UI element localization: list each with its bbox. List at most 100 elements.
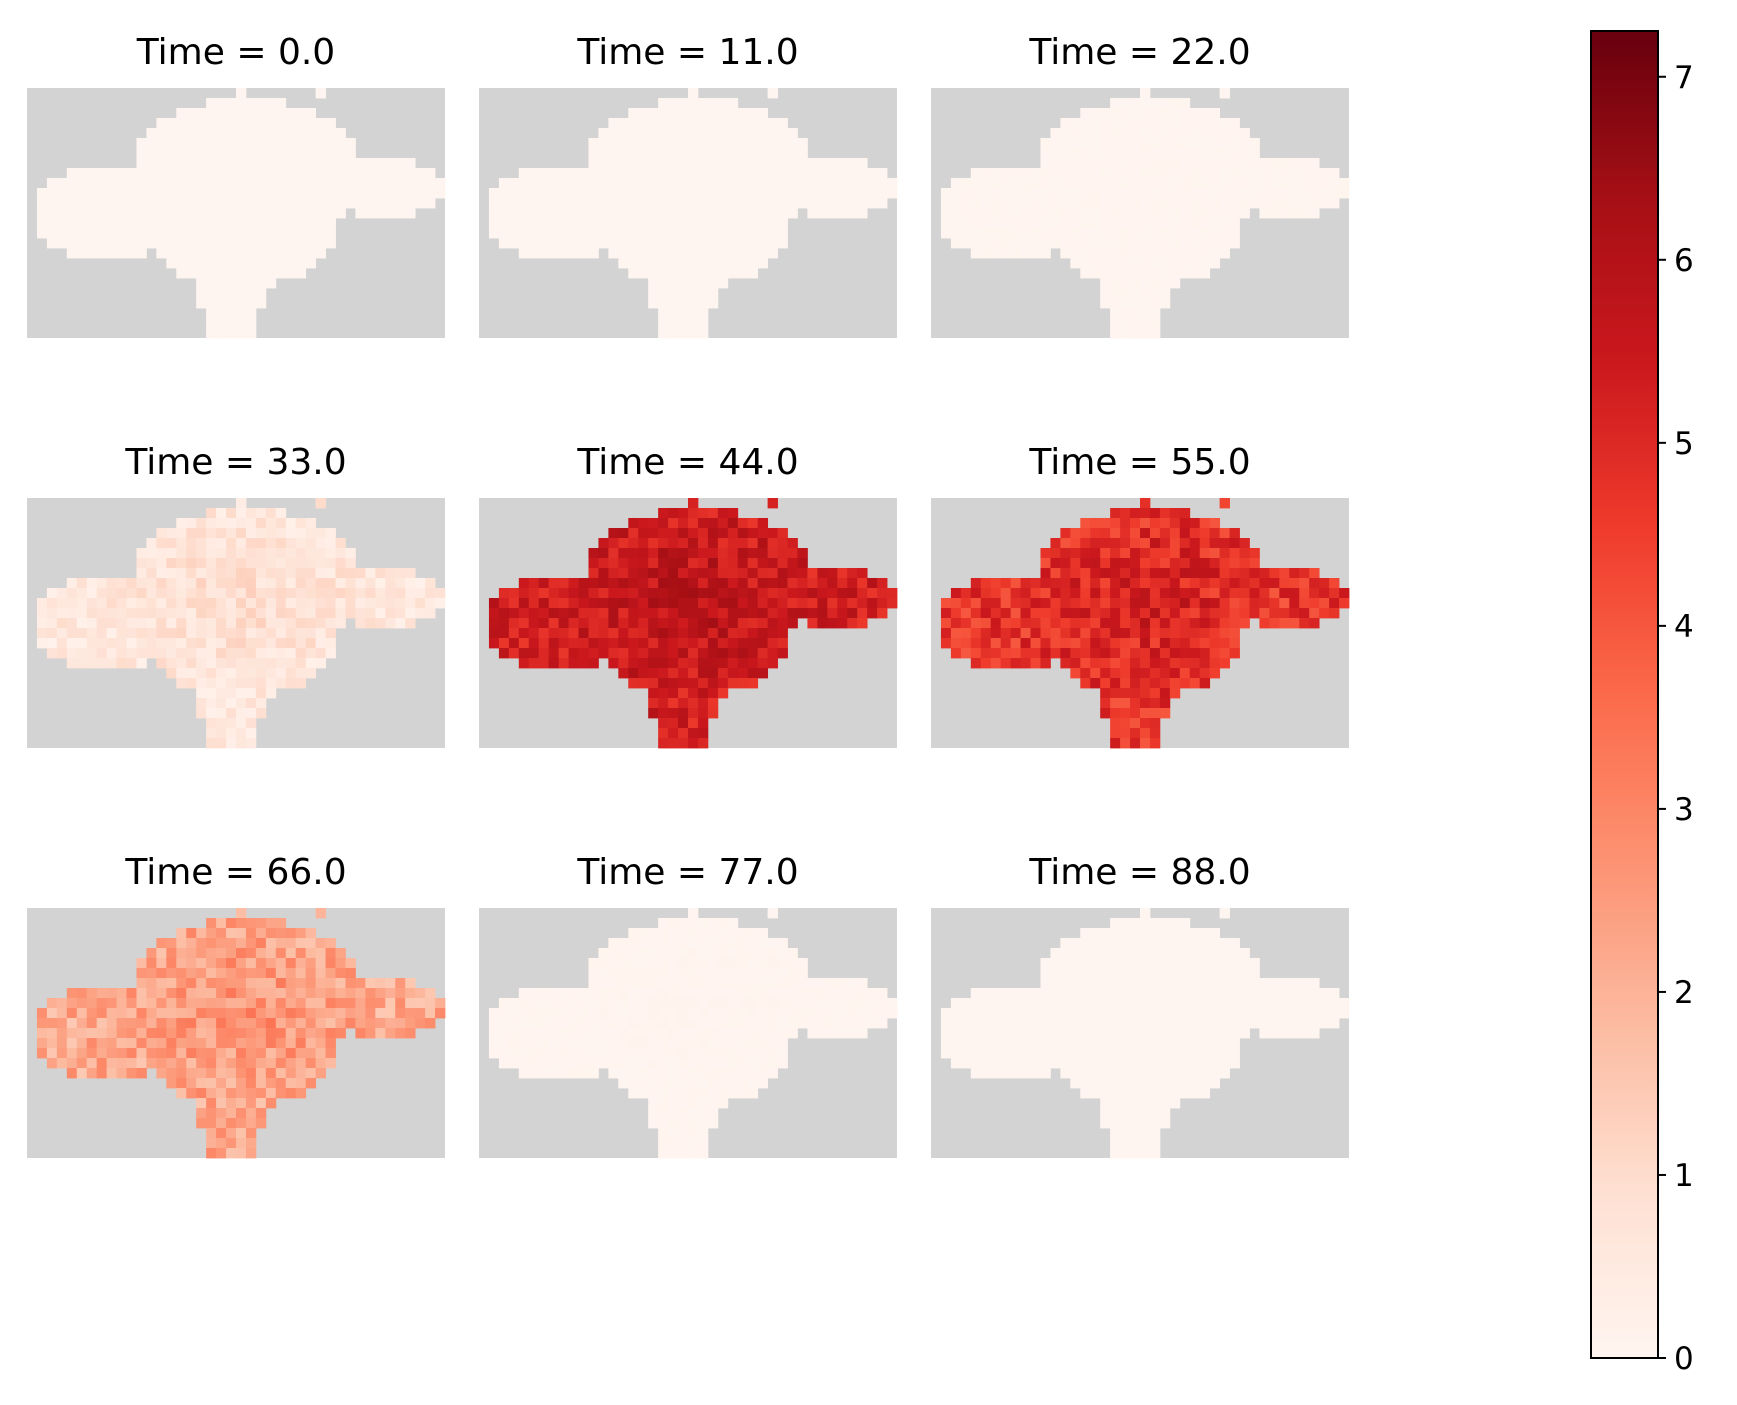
heatmap-cell [837, 1008, 848, 1019]
heatmap-cell [1219, 588, 1230, 599]
heatmap-cell [325, 558, 336, 569]
heatmap-cell [737, 518, 749, 529]
heatmap-cell [1269, 1028, 1280, 1039]
heatmap-cell [717, 218, 729, 229]
heatmap-cell [1060, 178, 1071, 189]
heatmap-cell [757, 188, 769, 199]
heatmap-cell [1130, 728, 1141, 739]
heatmap-cell [1159, 918, 1171, 929]
heatmap-cell [1040, 218, 1051, 229]
heatmap-cell [538, 608, 550, 619]
heatmap-cell [1169, 148, 1181, 159]
heatmap-cell [688, 728, 699, 739]
heatmap-cell [1110, 958, 1121, 969]
heatmap-cell [1020, 178, 1031, 189]
heatmap-cell [658, 938, 669, 949]
heatmap-cell [226, 128, 237, 139]
heatmap-cell [1120, 538, 1131, 549]
heatmap-cell [638, 638, 649, 649]
heatmap-cell [206, 1098, 217, 1109]
heatmap-cell [757, 568, 769, 579]
heatmap-cell [236, 1088, 247, 1099]
heatmap-cell [950, 208, 962, 219]
heatmap-cell [787, 188, 798, 199]
heatmap-cell [1219, 248, 1230, 259]
heatmap-cell [648, 288, 659, 299]
heatmap-cell [206, 948, 217, 959]
heatmap-cell [658, 1028, 669, 1039]
heatmap-cell [1299, 978, 1310, 989]
heatmap-cell [658, 1078, 669, 1089]
heatmap-cell [707, 518, 719, 529]
heatmap-cell [1040, 568, 1051, 579]
heatmap-cell [717, 208, 729, 219]
heatmap-cell [255, 248, 267, 259]
heatmap-cell [226, 278, 237, 289]
heatmap-cell [1140, 508, 1151, 519]
heatmap-cell [1309, 168, 1320, 179]
heatmap-cell [1050, 1038, 1061, 1049]
heatmap-cell [275, 248, 287, 259]
heatmap-cell [1159, 658, 1171, 669]
heatmap-cell [1080, 188, 1091, 199]
heatmap-cell [226, 1128, 237, 1139]
heatmap-cell [245, 158, 257, 169]
heatmap-cell [608, 128, 619, 139]
heatmap-cell [166, 548, 177, 559]
heatmap-cell [96, 1008, 108, 1019]
heatmap-cell [1020, 588, 1031, 599]
heatmap-cell [867, 198, 878, 209]
heatmap-cell [186, 648, 197, 659]
heatmap-cell [1110, 218, 1121, 229]
heatmap-cell [990, 1038, 1002, 1049]
heatmap-cell [578, 238, 589, 249]
heatmap-cell [1189, 988, 1201, 999]
heatmap-cell [697, 948, 709, 959]
heatmap-cell [1140, 678, 1151, 689]
heatmap-cell [156, 948, 167, 959]
heatmap-cell [598, 618, 609, 629]
heatmap-cell [1080, 608, 1091, 619]
heatmap-cell [737, 608, 749, 619]
heatmap-cell [668, 688, 679, 699]
heatmap-cell [558, 228, 569, 239]
heatmap-cell [1120, 608, 1131, 619]
heatmap-cell [1169, 608, 1181, 619]
heatmap-cell [668, 608, 679, 619]
heatmap-cell [315, 158, 326, 169]
heatmap-cell [196, 1118, 207, 1129]
heatmap-cell [990, 598, 1002, 609]
heatmap-cell [618, 578, 629, 589]
heatmap-cell [216, 108, 227, 119]
heatmap-cell [1140, 108, 1151, 119]
heatmap-cell [588, 158, 599, 169]
heatmap-cell [106, 988, 117, 999]
heatmap-cell [678, 998, 689, 1009]
heatmap-cell [668, 218, 679, 229]
heatmap-cell [355, 208, 366, 219]
heatmap-cell [1030, 1068, 1041, 1079]
heatmap-cell [1040, 578, 1051, 589]
heatmap-cell [305, 258, 317, 269]
heatmap-cell [1189, 1088, 1201, 1099]
heatmap-cell [305, 618, 317, 629]
heatmap-cell [1020, 998, 1031, 1009]
heatmap-cell [1159, 678, 1171, 689]
heatmap-cell [668, 948, 679, 959]
heatmap-cell [727, 958, 739, 969]
heatmap-cell [767, 1068, 778, 1079]
heatmap-cell [156, 1038, 167, 1049]
heatmap-cell [196, 128, 207, 139]
heatmap-cell [295, 158, 307, 169]
heatmap-cell [668, 148, 679, 159]
heatmap-cell [196, 658, 207, 669]
heatmap-cell [66, 1018, 78, 1029]
heatmap-cell [618, 228, 629, 239]
heatmap-cell [960, 228, 972, 239]
heatmap-cell [1110, 1008, 1121, 1019]
heatmap-cell [305, 958, 317, 969]
heatmap-cell [285, 1038, 297, 1049]
heatmap-cell [628, 148, 639, 159]
heatmap-cell [668, 328, 679, 339]
heatmap-cell [136, 598, 147, 609]
